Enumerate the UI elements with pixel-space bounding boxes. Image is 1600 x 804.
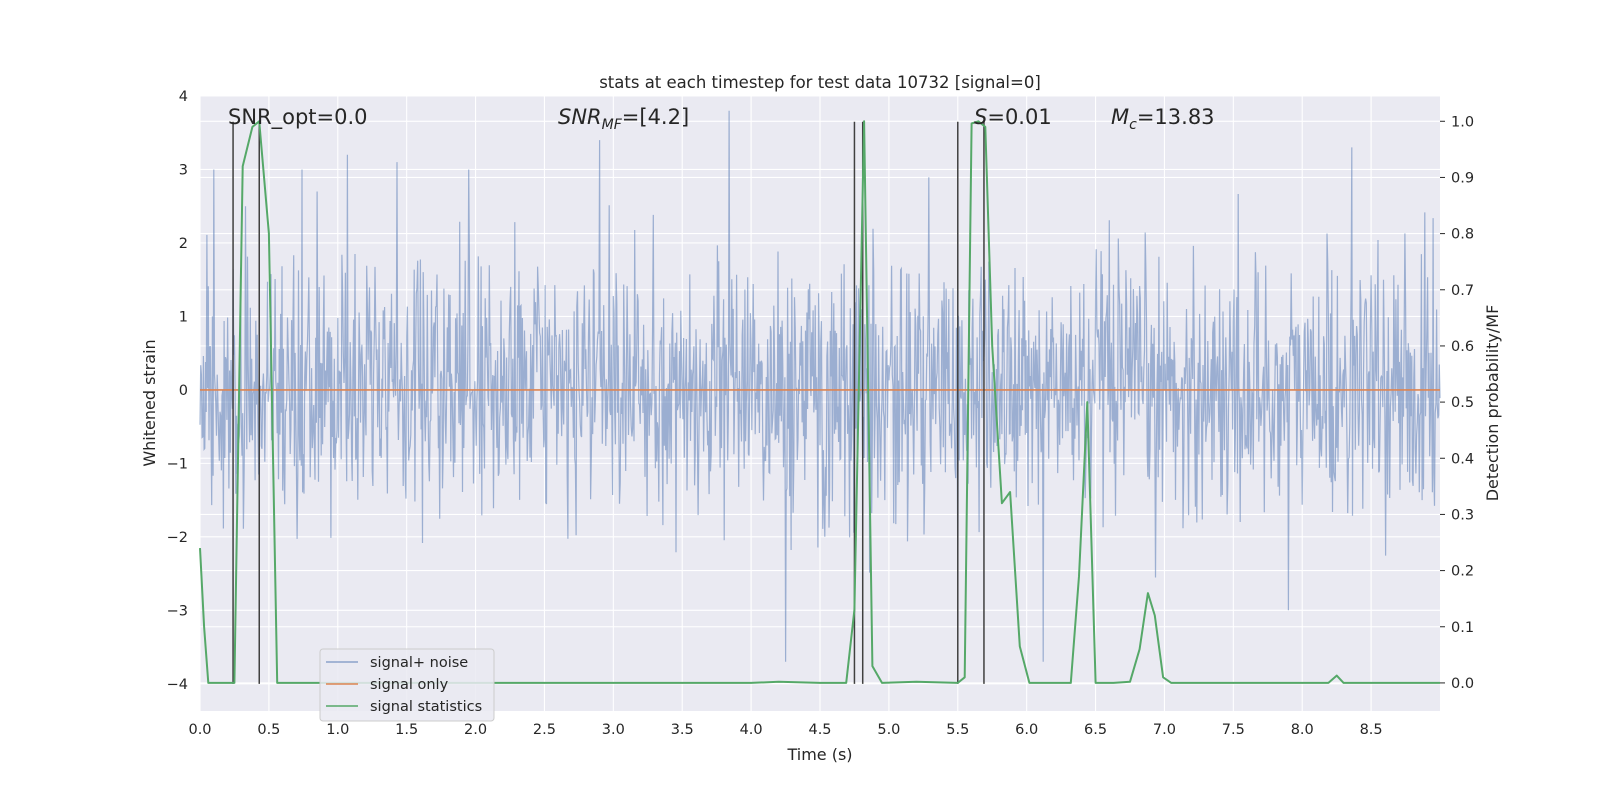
- annotation-mc-value: =13.83: [1137, 105, 1215, 129]
- x-tick-label: 1.5: [395, 722, 418, 738]
- annotation-snr-mf-sub: MF: [602, 117, 623, 133]
- x-tick-label: 3.5: [671, 722, 694, 738]
- y-right-axis-label: Detection probability/MF: [1483, 305, 1502, 502]
- annotation-mc: Mc=13.83: [1111, 105, 1215, 133]
- annotation-mc-sub: c: [1129, 117, 1137, 133]
- x-axis-ticks: 0.0 0.5 1.0 1.5 2.0 2.5 3.0 3.5 4.0 4.5 5.0 5.5 6.0 6…: [188, 722, 1382, 738]
- y-right-tick-label: 0.6: [1451, 339, 1474, 355]
- legend: signal+ noise signal only signal statist…: [319, 648, 495, 722]
- x-tick-label: 0.0: [188, 722, 211, 738]
- x-tick-label: 4.5: [808, 722, 831, 738]
- y-left-tick-label: 3: [179, 162, 188, 178]
- y-left-tick-label: −2: [167, 530, 188, 546]
- y-right-tick-label: 0.9: [1451, 170, 1474, 186]
- y-right-axis-ticks: 1.0 0.9 0.8 0.7 0.6 0.5 0.4 0.3 0.2 0.1 0.0: [1440, 114, 1474, 692]
- y-left-tick-label: −1: [167, 456, 188, 472]
- y-right-tick-label: 0.1: [1451, 620, 1474, 636]
- signal-statistics-line: [199, 120, 1440, 684]
- signal-statistics-series: [199, 120, 1440, 684]
- x-tick-label: 7.0: [1153, 722, 1176, 738]
- y-right-tick-label: 0.7: [1451, 283, 1474, 299]
- x-tick-label: 8.0: [1291, 722, 1314, 738]
- y-right-tick-label: 0.4: [1451, 451, 1474, 467]
- x-tick-label: 5.5: [946, 722, 969, 738]
- y-left-tick-label: 4: [179, 89, 188, 105]
- y-right-tick-label: 0.0: [1451, 676, 1474, 692]
- legend-label-signal-only: signal only: [370, 677, 449, 693]
- x-tick-label: 5.0: [877, 722, 900, 738]
- annotation-s: S=0.01: [974, 105, 1052, 129]
- x-tick-label: 1.0: [326, 722, 349, 738]
- annotation-snr-mf-value: =[4.2]: [622, 105, 689, 129]
- y-right-tick-label: 0.3: [1451, 507, 1474, 523]
- y-right-tick-label: 0.8: [1451, 227, 1474, 243]
- annotation-snr-mf: SNRMF=[4.2]: [558, 105, 689, 133]
- y-right-tick-label: 0.5: [1451, 395, 1474, 411]
- y-right-tick-label: 0.2: [1451, 564, 1474, 580]
- chart-title: stats at each timestep for test data 107…: [599, 73, 1041, 92]
- y-left-axis-ticks: 4 3 2 1 0 −1 −2 −3 −4: [167, 89, 188, 693]
- x-axis-label: Time (s): [786, 745, 852, 764]
- x-tick-label: 2.0: [464, 722, 487, 738]
- noise-series: [199, 110, 1441, 662]
- x-tick-label: 7.5: [1222, 722, 1245, 738]
- x-tick-label: 2.5: [533, 722, 556, 738]
- annotation-snr-mf-main: SNR: [558, 105, 602, 129]
- annotation-snr-opt: SNR_opt=0.0: [228, 105, 368, 130]
- x-tick-label: 8.5: [1360, 722, 1383, 738]
- legend-box: [319, 648, 495, 722]
- y-left-tick-label: 0: [179, 383, 188, 399]
- x-tick-label: 4.0: [740, 722, 763, 738]
- legend-label-signal-noise: signal+ noise: [370, 655, 468, 671]
- legend-label-signal-statistics: signal statistics: [370, 699, 482, 715]
- y-left-tick-label: 2: [179, 236, 188, 252]
- y-left-tick-label: −4: [167, 677, 188, 693]
- x-tick-label: 6.0: [1015, 722, 1038, 738]
- x-tick-label: 6.5: [1084, 722, 1107, 738]
- annotation-s-value: =0.01: [987, 105, 1051, 129]
- noise-line: [199, 110, 1441, 662]
- annotation-mc-main: M: [1111, 105, 1129, 129]
- y-left-tick-label: 1: [179, 309, 188, 325]
- x-tick-label: 0.5: [257, 722, 280, 738]
- y-left-axis-label: Whitened strain: [140, 339, 159, 466]
- y-left-tick-label: −3: [167, 603, 188, 619]
- y-right-tick-label: 1.0: [1451, 114, 1474, 130]
- annotation-s-main: S: [974, 105, 987, 129]
- x-tick-label: 3.0: [602, 722, 625, 738]
